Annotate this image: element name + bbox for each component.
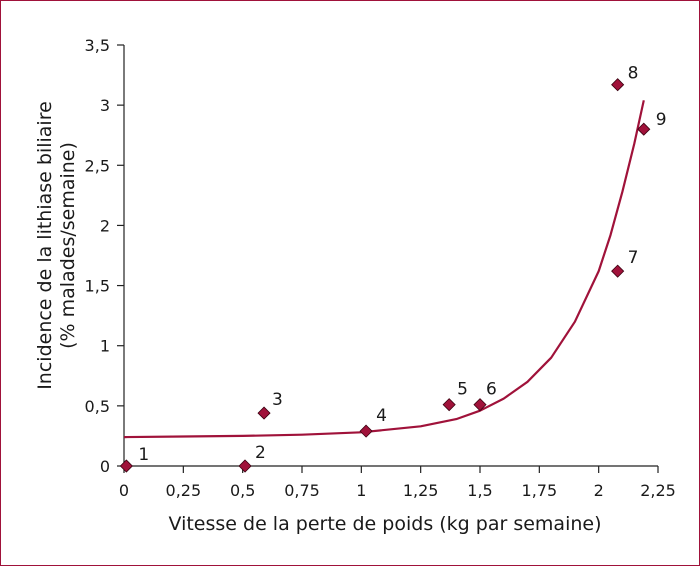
y-tick-label: 0,5 (85, 397, 110, 416)
data-point (611, 78, 625, 92)
data-point (238, 459, 252, 473)
y-tick-label: 3,5 (85, 36, 110, 55)
data-point (257, 406, 271, 420)
x-tick-label: 0,5 (230, 481, 255, 500)
point-label: 3 (272, 390, 283, 410)
data-point (637, 122, 651, 136)
y-axis-label-line-2: (% malades/semaine) (57, 142, 79, 349)
data-point (119, 459, 133, 473)
x-tick-label: 2 (594, 481, 604, 500)
x-tick-label: 2,25 (640, 481, 676, 500)
y-tick-label: 2,5 (85, 156, 110, 175)
point-label: 6 (486, 380, 497, 400)
x-tick-label: 1,75 (522, 481, 558, 500)
y-axis-label-line-1: Incidence de la lithiase biliaire (34, 101, 56, 390)
point-label: 1 (138, 445, 149, 465)
fit-curve-group (123, 100, 645, 439)
y-tick-label: 1 (100, 337, 110, 356)
point-label: 9 (656, 110, 667, 130)
fit-curve (123, 100, 645, 439)
data-point (359, 424, 373, 438)
x-tick-label: 1,5 (467, 481, 492, 500)
y-tick-label: 0 (100, 457, 110, 476)
x-tick-label: 1 (356, 481, 366, 500)
x-tick-label: 0,25 (166, 481, 202, 500)
point-label: 8 (628, 64, 639, 84)
x-tick-label: 0,75 (284, 481, 320, 500)
y-tick-label: 3 (100, 96, 110, 115)
points-group: 1 2 3 4 5 6 7 8 9 (119, 64, 667, 473)
axes (123, 45, 658, 467)
x-tick-label: 0 (119, 481, 129, 500)
ticks: 0 0,5 1 1,5 2 2,5 3 3,5 0 0,25 0,5 0,75 1 1,25 1,5 1,75… (85, 36, 676, 500)
y-tick-label: 1,5 (85, 277, 110, 296)
y-tick-label: 2 (100, 216, 110, 235)
point-label: 2 (255, 443, 266, 463)
x-axis-label: Vitesse de la perte de poids (kg par sem… (168, 513, 601, 535)
data-point (611, 264, 625, 278)
point-label: 5 (457, 380, 468, 400)
data-point (442, 398, 456, 412)
point-label: 7 (628, 248, 639, 268)
data-point (473, 398, 487, 412)
point-label: 4 (376, 406, 387, 426)
x-tick-label: 1,25 (403, 481, 439, 500)
